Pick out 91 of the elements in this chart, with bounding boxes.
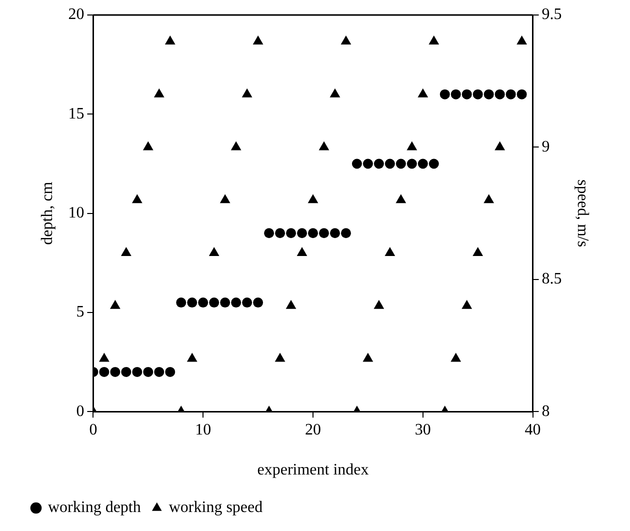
point [428, 158, 439, 169]
point [120, 246, 132, 256]
point [231, 298, 242, 308]
point [440, 89, 450, 100]
point [362, 352, 374, 362]
y-tick-label: 10 [68, 204, 84, 222]
point [374, 300, 384, 309]
point [142, 141, 154, 150]
point [275, 228, 286, 238]
x-tick-label: 20 [305, 421, 321, 438]
point [406, 141, 418, 150]
point [98, 352, 110, 362]
point [406, 158, 417, 169]
point [352, 158, 362, 169]
point [450, 89, 461, 100]
point [318, 141, 330, 150]
point [143, 366, 154, 377]
point [362, 158, 373, 169]
point [208, 246, 220, 256]
y2-tick-label: 9.5 [542, 6, 562, 24]
point [99, 366, 110, 377]
point [110, 300, 120, 309]
y-tick-label: 20 [68, 6, 84, 24]
point [428, 35, 440, 44]
point [253, 298, 264, 308]
x-tick-label: 10 [195, 421, 212, 438]
point [274, 352, 286, 362]
point [242, 298, 252, 308]
y2-tick-label: 8 [542, 402, 550, 420]
point [462, 89, 472, 100]
legend-label: working speed [168, 499, 263, 516]
point [132, 194, 142, 204]
point [297, 228, 308, 238]
point [230, 141, 242, 150]
point [340, 35, 352, 44]
point [484, 194, 494, 204]
point [132, 366, 142, 377]
point [186, 352, 198, 362]
point [165, 366, 176, 377]
point [154, 366, 164, 377]
point [252, 35, 264, 44]
point [187, 298, 198, 308]
point [384, 246, 396, 256]
point [340, 228, 351, 238]
point [516, 35, 528, 44]
point [506, 89, 516, 100]
y-tick-label: 5 [76, 304, 84, 321]
point [264, 228, 274, 238]
point [308, 228, 318, 238]
point [418, 88, 428, 98]
point [396, 194, 406, 204]
point [308, 194, 318, 204]
point [494, 89, 505, 100]
point [484, 89, 494, 100]
point [450, 352, 462, 362]
y-axis-title: depth, cm [38, 181, 56, 245]
point [154, 88, 164, 98]
point [296, 246, 308, 256]
point [494, 141, 506, 150]
point [242, 88, 252, 98]
point [121, 366, 132, 377]
point [462, 300, 472, 309]
point [516, 89, 527, 100]
point [110, 366, 120, 377]
y2-tick-label: 9 [542, 138, 550, 156]
point [286, 300, 296, 309]
y2-axis-title: speed, m/s [574, 180, 592, 248]
y-tick-label: 15 [68, 105, 84, 122]
point [198, 298, 208, 308]
y-tick-label: 0 [76, 402, 84, 420]
point [220, 298, 230, 308]
point [396, 158, 406, 169]
x-axis-title: experiment index [257, 462, 369, 479]
point [220, 194, 230, 204]
point [472, 89, 483, 100]
y2-tick-label: 8.5 [542, 270, 562, 288]
x-tick-label: 30 [414, 421, 431, 438]
point [384, 158, 395, 169]
point [164, 35, 176, 44]
point [286, 228, 296, 238]
point [330, 88, 340, 98]
point [318, 228, 329, 238]
point [418, 158, 428, 169]
point [176, 298, 186, 308]
legend-label: working depth [48, 499, 141, 516]
point [374, 158, 384, 169]
point [330, 228, 340, 238]
point [472, 246, 484, 256]
point [209, 298, 220, 308]
x-tick-label: 0 [89, 421, 98, 438]
x-tick-label: 40 [524, 421, 541, 438]
